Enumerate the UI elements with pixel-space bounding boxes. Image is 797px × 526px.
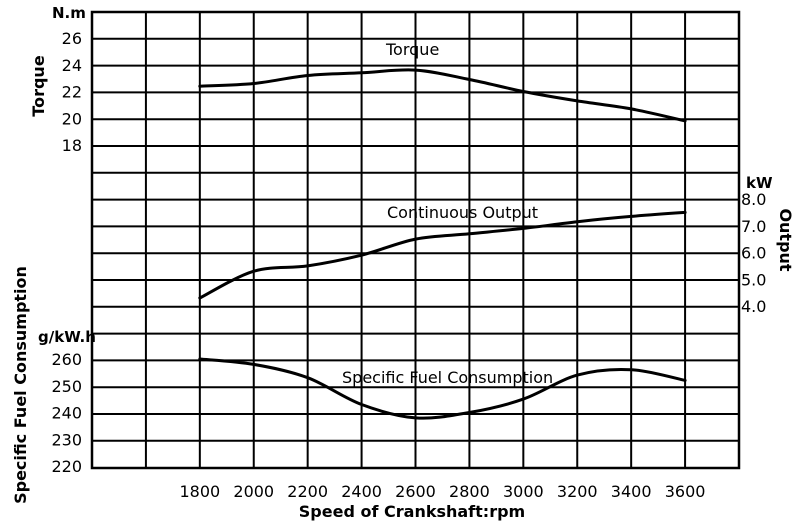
x-tick-label: 1800	[179, 482, 220, 501]
fuel-consumption-curve	[198, 357, 687, 420]
x-tick-label: 3600	[665, 482, 706, 501]
x-tick-label: 3000	[503, 482, 544, 501]
fuel-tick-label: 260	[51, 350, 82, 369]
torque-tick-label: 20	[62, 109, 82, 128]
torque-axis-label: Torque	[29, 55, 48, 117]
torque-tick-label: 22	[62, 83, 82, 102]
fuel-tick-label: 250	[51, 377, 82, 396]
x-axis-label: Speed of Crankshaft:rpm	[299, 502, 525, 521]
torque-unit: N.m	[52, 4, 86, 22]
curves	[198, 68, 687, 420]
output-tick-label: 7.0	[741, 217, 766, 236]
fuel-tick-label: 220	[51, 457, 82, 476]
x-tick-label: 2400	[341, 482, 382, 501]
x-tick-label: 3400	[611, 482, 652, 501]
torque-curve	[198, 68, 687, 123]
torque-tick-label: 26	[62, 29, 82, 48]
torque-series-label: Torque	[385, 40, 439, 59]
output-curve	[198, 210, 687, 300]
output-tick-label: 8.0	[741, 190, 766, 209]
output-tick-label: 4.0	[741, 297, 766, 316]
x-tick-label: 2000	[233, 482, 274, 501]
output-axis-label: Output	[776, 208, 795, 271]
output-tick-label: 6.0	[741, 244, 766, 263]
fuel-tick-label: 230	[51, 430, 82, 449]
torque-tick-label: 18	[62, 136, 82, 155]
torque-tick-label: 24	[62, 56, 82, 75]
fuel-axis-label: Specific Fuel Consumption	[11, 266, 30, 504]
output-unit: kW	[746, 174, 773, 192]
plot-frame	[90, 10, 741, 470]
grid	[92, 12, 739, 468]
output-tick-label: 5.0	[741, 270, 766, 289]
fuel-unit: g/kW.h	[38, 328, 96, 346]
labels: N.m Torque kW Output g/kW.h Specific Fue…	[11, 4, 795, 521]
x-tick-label: 2200	[287, 482, 328, 501]
x-tick-label: 2600	[395, 482, 436, 501]
x-tick-label: 2800	[449, 482, 490, 501]
output-series-label: Continuous Output	[387, 203, 538, 222]
fuel-series-label: Specific Fuel Consumption	[342, 368, 553, 387]
fuel-tick-label: 240	[51, 404, 82, 423]
x-tick-label: 3200	[557, 482, 598, 501]
